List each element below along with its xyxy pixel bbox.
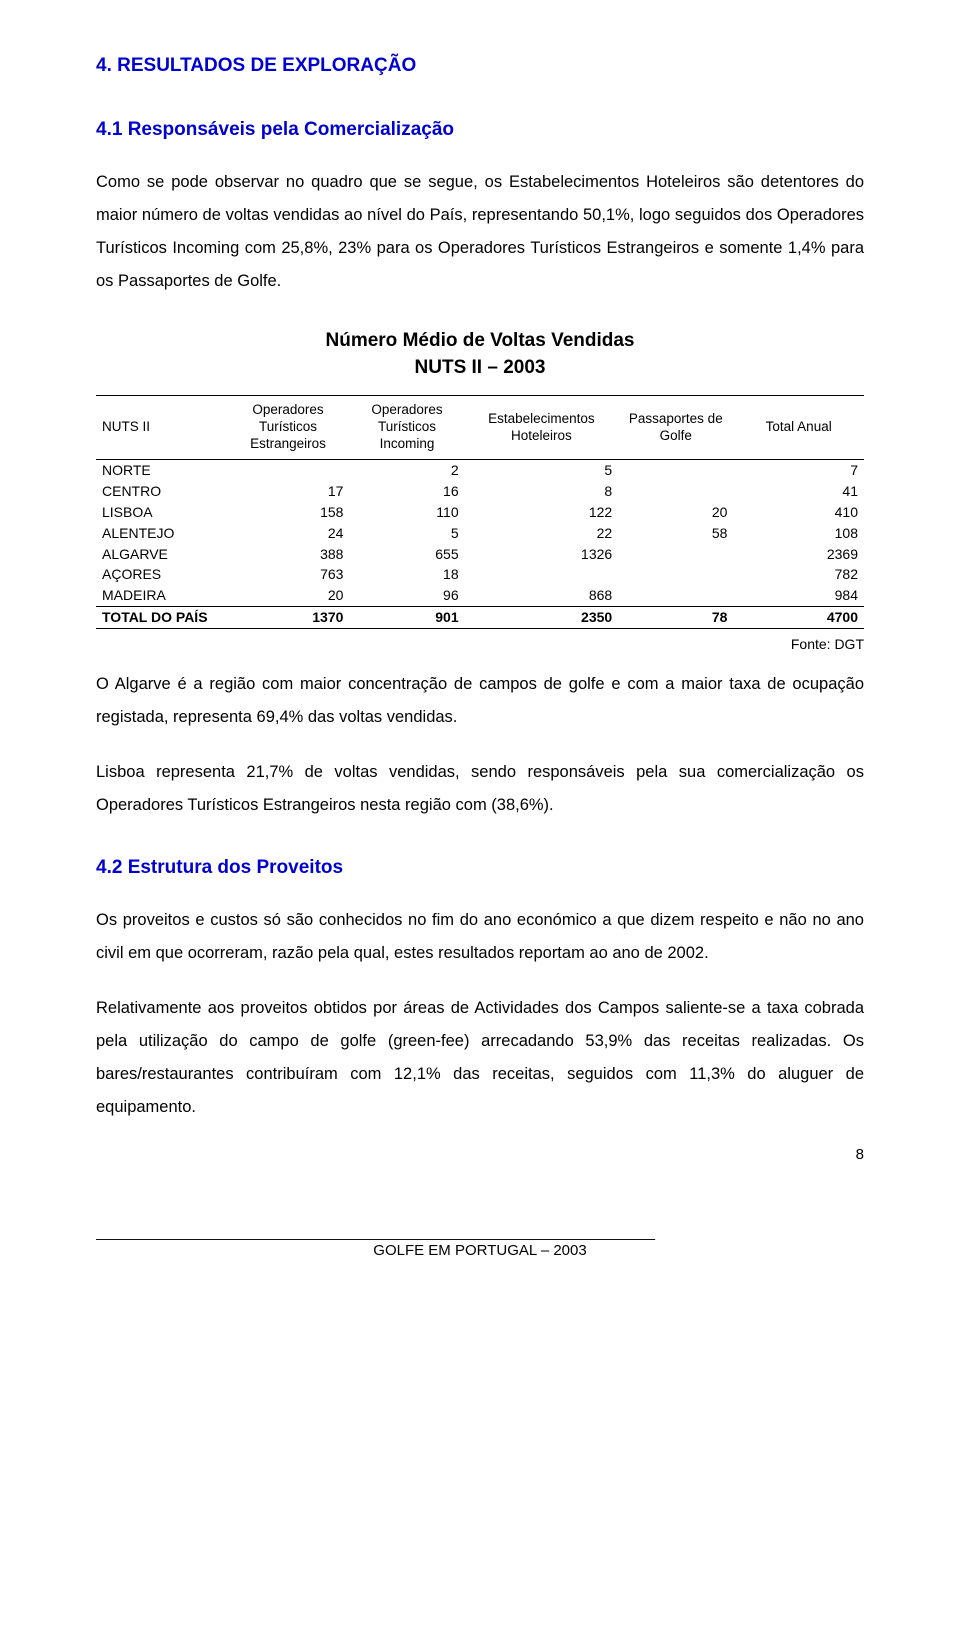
table-row: NORTE 2 5 7 <box>96 460 864 481</box>
section-4-2-title: 4.2 Estrutura dos Proveitos <box>96 850 864 886</box>
cell-value <box>618 544 733 565</box>
cell-value: 58 <box>618 523 733 544</box>
cell-value: 20 <box>618 502 733 523</box>
cell-value: 5 <box>349 523 464 544</box>
cell-value <box>618 585 733 606</box>
table-row: LISBOA 158 110 122 20 410 <box>96 502 864 523</box>
cell-value: 7 <box>733 460 864 481</box>
cell-total-value: 2350 <box>465 607 619 629</box>
cell-value: 18 <box>349 564 464 585</box>
cell-total-value: 901 <box>349 607 464 629</box>
cell-value: 17 <box>227 481 350 502</box>
cell-total-value: 78 <box>618 607 733 629</box>
paragraph-5: Relativamente aos proveitos obtidos por … <box>96 992 864 1124</box>
cell-label: NORTE <box>96 460 227 481</box>
table-row: CENTRO 17 16 8 41 <box>96 481 864 502</box>
col-header-total: Total Anual <box>733 396 864 460</box>
cell-value: 8 <box>465 481 619 502</box>
paragraph-2: O Algarve é a região com maior concentra… <box>96 668 864 734</box>
cell-value: 16 <box>349 481 464 502</box>
paragraph-4: Os proveitos e custos só são conhecidos … <box>96 904 864 970</box>
page-number: 8 <box>96 1146 864 1164</box>
cell-value: 2 <box>349 460 464 481</box>
section-4-1-title: 4.1 Responsáveis pela Comercialização <box>96 112 864 148</box>
cell-label: ALENTEJO <box>96 523 227 544</box>
table-row: ALENTEJO 24 5 22 58 108 <box>96 523 864 544</box>
footer-divider: ________________________________________… <box>96 1224 864 1242</box>
cell-value <box>465 564 619 585</box>
table-header-row: NUTS II Operadores Turísticos Estrangeir… <box>96 396 864 460</box>
table-title-line-1: Número Médio de Voltas Vendidas <box>326 330 635 351</box>
col-header-op-estrangeiros: Operadores Turísticos Estrangeiros <box>227 396 350 460</box>
table-row: MADEIRA 20 96 868 984 <box>96 585 864 606</box>
section-4-title: 4. RESULTADOS DE EXPLORAÇÃO <box>96 48 864 84</box>
col-header-op-incoming: Operadores Turísticos Incoming <box>349 396 464 460</box>
cell-value <box>227 460 350 481</box>
cell-value: 110 <box>349 502 464 523</box>
col-header-estabelecimentos: Estabelecimentos Hoteleiros <box>465 396 619 460</box>
table-total-row: TOTAL DO PAÍS 1370 901 2350 78 4700 <box>96 607 864 629</box>
cell-value: 763 <box>227 564 350 585</box>
cell-value <box>618 460 733 481</box>
table-title: Número Médio de Voltas Vendidas NUTS II … <box>96 328 864 381</box>
cell-value: 5 <box>465 460 619 481</box>
col-header-nuts: NUTS II <box>96 396 227 460</box>
cell-value: 655 <box>349 544 464 565</box>
cell-label: CENTRO <box>96 481 227 502</box>
cell-value: 122 <box>465 502 619 523</box>
cell-value: 984 <box>733 585 864 606</box>
cell-value: 96 <box>349 585 464 606</box>
cell-label: LISBOA <box>96 502 227 523</box>
cell-value: 24 <box>227 523 350 544</box>
cell-total-label: TOTAL DO PAÍS <box>96 607 227 629</box>
table-row: AÇORES 763 18 782 <box>96 564 864 585</box>
cell-label: ALGARVE <box>96 544 227 565</box>
cell-total-value: 1370 <box>227 607 350 629</box>
footer: 8 ______________________________________… <box>96 1146 864 1260</box>
cell-value: 108 <box>733 523 864 544</box>
col-header-passaportes: Passaportes de Golfe <box>618 396 733 460</box>
footer-center-text: GOLFE EM PORTUGAL – 2003 <box>96 1242 864 1260</box>
cell-value <box>618 564 733 585</box>
cell-value: 41 <box>733 481 864 502</box>
cell-value: 158 <box>227 502 350 523</box>
table-row: ALGARVE 388 655 1326 2369 <box>96 544 864 565</box>
table-title-line-2: NUTS II – 2003 <box>415 357 546 378</box>
cell-value: 2369 <box>733 544 864 565</box>
table-source: Fonte: DGT <box>96 631 864 658</box>
cell-value <box>618 481 733 502</box>
cell-total-value: 4700 <box>733 607 864 629</box>
cell-value: 782 <box>733 564 864 585</box>
cell-label: MADEIRA <box>96 585 227 606</box>
paragraph-3: Lisboa representa 21,7% de voltas vendid… <box>96 756 864 822</box>
cell-value: 20 <box>227 585 350 606</box>
cell-value: 868 <box>465 585 619 606</box>
cell-value: 388 <box>227 544 350 565</box>
cell-value: 410 <box>733 502 864 523</box>
paragraph-1: Como se pode observar no quadro que se s… <box>96 166 864 298</box>
cell-value: 1326 <box>465 544 619 565</box>
data-table: NUTS II Operadores Turísticos Estrangeir… <box>96 395 864 629</box>
page-container: 4. RESULTADOS DE EXPLORAÇÃO 4.1 Responsá… <box>0 0 960 1300</box>
table-body: NORTE 2 5 7 CENTRO 17 16 8 41 LISBOA 158… <box>96 460 864 629</box>
cell-label: AÇORES <box>96 564 227 585</box>
cell-value: 22 <box>465 523 619 544</box>
